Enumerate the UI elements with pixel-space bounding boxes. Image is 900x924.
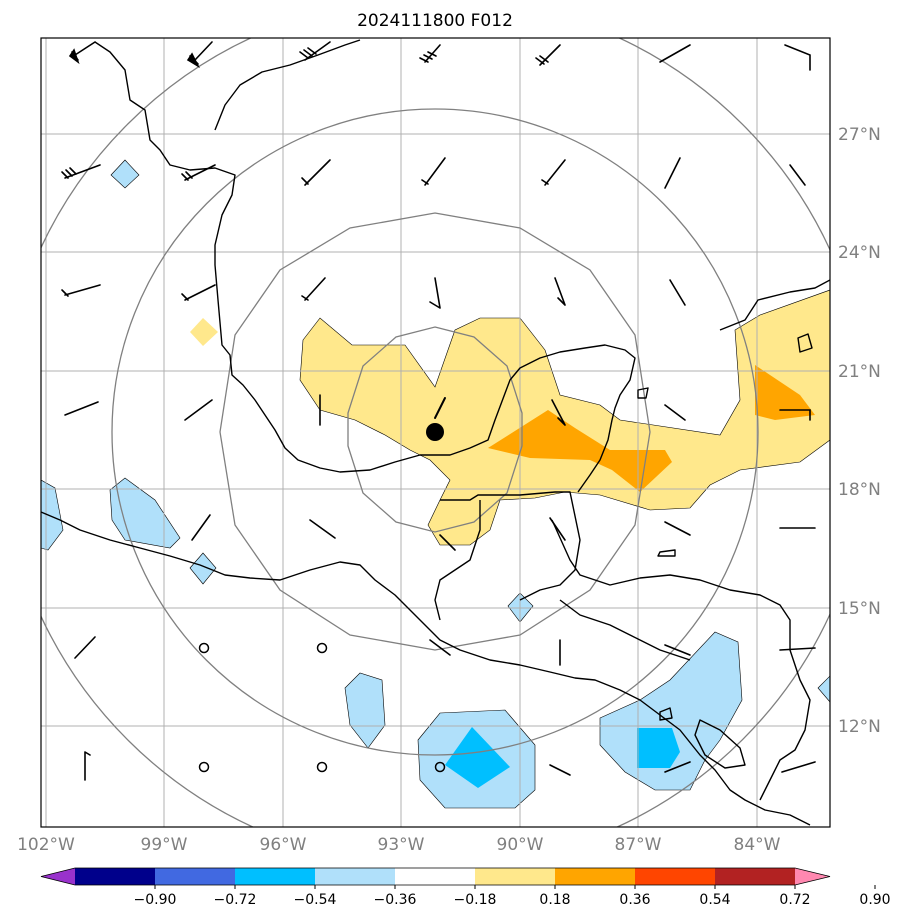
- lat-label: 24°N: [838, 243, 881, 263]
- lon-label: 96°W: [260, 835, 307, 855]
- lat-label: 15°N: [838, 599, 881, 619]
- map-area: [41, 38, 830, 827]
- positive-shading-light: [299, 289, 830, 546]
- colorbar-tick-label: −0.90: [134, 892, 177, 908]
- colorbar-segment: [475, 868, 556, 885]
- colorbar-segment: [235, 868, 316, 885]
- colorbar-tick-label: −0.54: [294, 892, 337, 908]
- lon-label: 99°W: [141, 835, 188, 855]
- colorbar-tick-label: 0.36: [619, 892, 650, 908]
- lat-label: 27°N: [838, 125, 881, 145]
- positive-shading-orange-2: [755, 365, 815, 420]
- shading-layer: [41, 159, 830, 809]
- colorbar-tick-label: 0.18: [539, 892, 570, 908]
- coastlines: [41, 39, 830, 826]
- colorbar-segment: [155, 868, 236, 885]
- colorbar-tick-label: 0.90: [859, 892, 890, 908]
- graticule: [41, 38, 830, 827]
- colorbar: −0.90 −0.72 −0.54 −0.36 −0.18 0.18 0.36 0.54 0.7…: [40, 867, 891, 908]
- lon-labels: 102°W 99°W 96°W 93°W 90°W 87°W 84°W: [17, 835, 781, 855]
- lat-labels: 27°N 24°N 21°N 18°N 15°N 12°N: [838, 125, 881, 737]
- colorbar-tick-label: 0.72: [779, 892, 810, 908]
- colorbar-segment: [635, 868, 716, 885]
- negative-shading-9: [817, 675, 830, 703]
- lon-label: 90°W: [497, 835, 544, 855]
- colorbar-tick-label: −0.72: [214, 892, 257, 908]
- storm-center-marker: [426, 423, 444, 441]
- lon-label: 87°W: [615, 835, 662, 855]
- colorbar-extend-max: [795, 868, 830, 885]
- colorbar-segment: [395, 868, 476, 885]
- colorbar-tick-label: −0.36: [374, 892, 417, 908]
- map-title: 2024111800 F012: [357, 11, 513, 31]
- wind-barbs: [61, 41, 816, 781]
- colorbar-tick-label: −0.18: [454, 892, 497, 908]
- colorbar-segment: [555, 868, 636, 885]
- colorbar-segment: [315, 868, 396, 885]
- lon-label: 84°W: [734, 835, 781, 855]
- range-rings: [41, 38, 830, 827]
- negative-shading-6: [344, 672, 386, 749]
- lat-label: 18°N: [838, 480, 881, 500]
- colorbar-segment: [75, 868, 156, 885]
- positive-shading-small: [190, 318, 218, 346]
- lon-label: 102°W: [17, 835, 75, 855]
- positive-shading-orange-1: [488, 410, 672, 492]
- colorbar-outline: [40, 867, 831, 886]
- lat-label: 21°N: [838, 362, 881, 382]
- colorbar-segment: [715, 868, 796, 885]
- lon-label: 93°W: [378, 835, 425, 855]
- calm-markers: [198, 642, 446, 773]
- colorbar-tick-label: 0.54: [699, 892, 730, 908]
- colorbar-extend-min: [41, 868, 75, 885]
- lat-label: 12°N: [838, 717, 881, 737]
- negative-shading-1: [110, 159, 140, 189]
- map-frame: [40, 37, 831, 828]
- negative-shading-deep-1: [445, 727, 510, 788]
- negative-shading-4: [189, 552, 217, 585]
- negative-shading-deep-2: [637, 728, 680, 768]
